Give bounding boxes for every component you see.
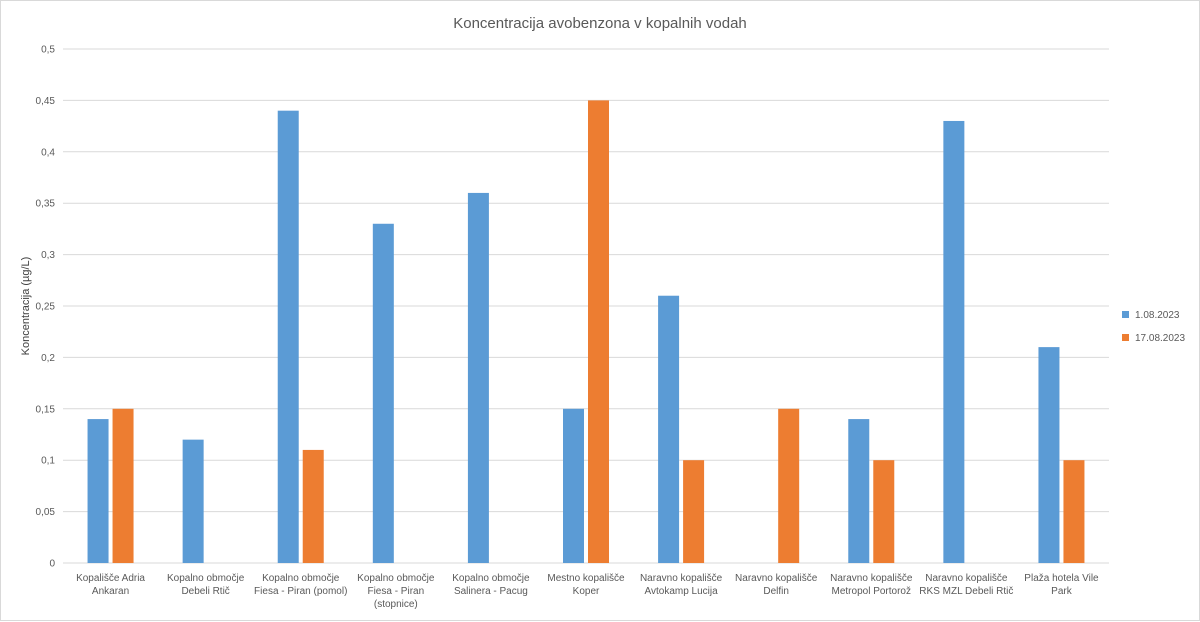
y-tick-labels: 0 0,05 0,1 0,15 0,2 0,25 0,3 0,35 0,4 0,45 0,5: [36, 45, 56, 570]
x-category-label: Kopalno območje: [452, 573, 530, 584]
x-category-label: Park: [1051, 586, 1073, 597]
legend-swatch: [1122, 334, 1129, 341]
x-category-label: Naravno kopališče: [735, 573, 818, 584]
chart-title: Koncentracija avobenzona v kopalnih voda…: [453, 15, 747, 32]
y-tick-label: 0,35: [36, 199, 56, 210]
x-category-label: Kopališče Adria: [76, 573, 145, 584]
x-category-label: RKS MZL Debeli Rtič: [919, 586, 1013, 597]
x-category-label: Metropol Portorož: [832, 586, 911, 597]
legend-label: 17.08.2023: [1135, 333, 1185, 344]
bar: [1038, 347, 1060, 563]
x-category-label: Ankaran: [92, 586, 129, 597]
bar: [658, 295, 680, 563]
bar: [848, 419, 870, 563]
bar: [277, 110, 299, 564]
y-tick-label: 0,2: [41, 353, 55, 364]
x-category-label: (stopnice): [374, 599, 418, 610]
x-category-label: Avtokamp Lucija: [644, 586, 718, 597]
bar: [683, 460, 705, 563]
y-tick-label: 0,45: [36, 96, 56, 107]
x-category-label: Naravno kopališče: [830, 573, 913, 584]
x-category-label: Plaža hotela Vile: [1024, 573, 1099, 584]
bar: [182, 439, 204, 563]
bar: [372, 223, 394, 563]
bar: [873, 460, 895, 563]
y-tick-label: 0,4: [41, 147, 55, 158]
bar: [87, 419, 109, 563]
x-category-label: Kopalno območje: [357, 573, 435, 584]
x-category-label: Naravno kopališče: [925, 573, 1008, 584]
x-category-label: Naravno kopališče: [640, 573, 723, 584]
x-category-labels: Kopališče Adria Ankaran Kopalno območje Deb…: [76, 573, 1099, 610]
bar: [302, 449, 324, 563]
bar: [112, 408, 134, 563]
x-category-label: Kopalno območje: [167, 573, 245, 584]
x-category-label: Mestno kopališče: [547, 573, 625, 584]
x-category-label: Koper: [573, 586, 600, 597]
bar: [563, 408, 584, 563]
y-tick-label: 0,05: [36, 507, 56, 518]
y-tick-label: 0,15: [36, 404, 56, 415]
bar: [467, 192, 489, 564]
bar: [588, 100, 609, 564]
x-category-label: Kopalno območje: [262, 573, 340, 584]
y-tick-label: 0,5: [41, 45, 55, 56]
x-category-label: Fiesa - Piran (pomol): [254, 586, 347, 597]
x-category-label: Debeli Rtič: [181, 586, 229, 597]
x-category-label: Fiesa - Piran: [367, 586, 424, 597]
legend-swatch: [1122, 311, 1129, 318]
gridlines: [63, 48, 1109, 564]
x-category-label: Delfin: [763, 586, 789, 597]
bar: [943, 120, 965, 564]
y-axis-title: Koncentracija (µg/L): [20, 257, 32, 356]
bar: [1063, 460, 1085, 563]
y-tick-label: 0,1: [41, 456, 55, 467]
legend-label: 1.08.2023: [1135, 310, 1180, 321]
legend: 1.08.2023 17.08.2023: [1122, 310, 1185, 344]
x-category-label: Salinera - Pacug: [454, 586, 528, 597]
y-tick-label: 0,3: [41, 250, 55, 261]
bars: [87, 100, 1085, 564]
y-tick-label: 0: [49, 559, 55, 570]
y-tick-label: 0,25: [36, 302, 56, 313]
bar: [778, 408, 800, 563]
